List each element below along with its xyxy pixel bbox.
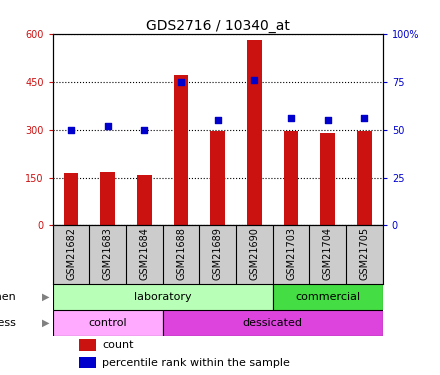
Text: GSM21703: GSM21703 [286,227,296,280]
Bar [284,131,298,225]
Bar [53,310,163,336]
Point [214,117,221,123]
Text: GSM21688: GSM21688 [176,227,186,280]
Text: count: count [102,340,134,350]
Bar [100,172,115,225]
Title: GDS2716 / 10340_at: GDS2716 / 10340_at [146,19,290,33]
Point [288,115,295,121]
Bar [64,173,78,225]
Bar [79,357,96,368]
Point [324,117,331,123]
Text: GSM21684: GSM21684 [139,227,150,280]
Text: GSM21704: GSM21704 [323,227,333,280]
Bar [174,75,188,225]
Text: percentile rank within the sample: percentile rank within the sample [102,358,290,368]
Bar [79,339,96,351]
Text: ▶: ▶ [42,292,49,302]
Bar [137,175,152,225]
Text: laboratory: laboratory [134,292,191,302]
Point [361,115,368,121]
Text: GSM21705: GSM21705 [359,227,370,280]
Bar [357,130,372,225]
Text: stress: stress [0,318,16,328]
Point [141,127,148,133]
Text: GSM21682: GSM21682 [66,227,76,280]
Bar [320,133,335,225]
Point [104,123,111,129]
Bar [210,131,225,225]
Point [251,77,258,83]
Point [178,79,185,85]
Bar [163,310,383,336]
Text: GSM21690: GSM21690 [249,227,260,280]
Text: ▶: ▶ [42,318,49,328]
Point [68,127,75,133]
Text: commercial: commercial [295,292,360,302]
Text: specimen: specimen [0,292,16,302]
Text: GSM21689: GSM21689 [213,227,223,280]
Bar [273,284,383,310]
Text: control: control [88,318,127,328]
Bar [247,40,262,225]
Text: dessicated: dessicated [243,318,303,328]
Text: GSM21683: GSM21683 [103,227,113,280]
Bar [53,284,273,310]
